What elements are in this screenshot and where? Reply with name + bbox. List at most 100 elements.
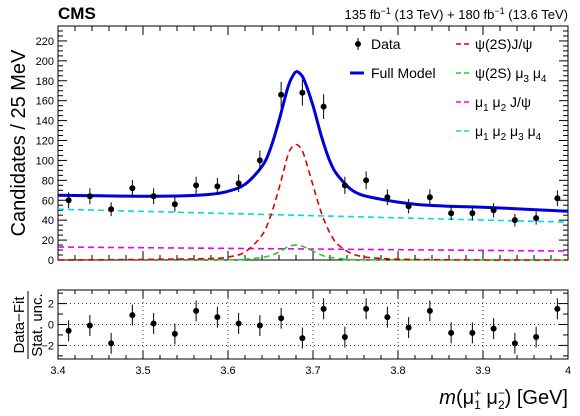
data-marker [384,194,391,201]
data-marker [214,183,221,190]
y-tick-label: 200 [36,56,54,68]
pull-point [278,307,285,329]
pull-marker [150,320,157,327]
pull-marker [214,314,221,321]
pull-marker [448,329,455,336]
x-tick-label: 3.6 [220,365,235,377]
pull-axis-ticks: −2 0 2 3.4 3.5 3.6 3.7 3.8 3.9 4 [41,290,571,377]
main-axis-ticks: 0 20 40 60 80 100 120 140 160 180 200 220 [36,26,569,267]
legend-label-psi-jpsi: ψ(2S)J/ψ [475,36,532,52]
pull-point [108,332,115,354]
data-marker [193,182,200,189]
main-plot-frame [57,25,569,261]
y-tick-label: 100 [36,155,54,167]
y-tick-label: 220 [36,36,54,48]
data-point [320,94,327,120]
pull-point [86,315,93,336]
data-point [384,189,391,206]
legend: Data Full Model ψ(2S)J/ψ ψ(2S) μ3 μ4 μ1 … [350,36,547,143]
data-point [469,206,476,221]
data-point [363,171,370,190]
pull-point [341,326,348,348]
legend-label-data: Data [371,36,401,52]
data-marker [299,89,306,96]
pull-marker [299,335,306,342]
data-point [65,192,72,209]
legend-entry-full-model: Full Model [350,65,436,81]
pull-marker [426,307,433,314]
pull-marker [554,305,561,312]
data-marker [533,215,540,222]
pull-point [299,327,306,349]
data-marker [256,157,263,164]
pull-point [171,323,178,345]
experiment-label: CMS [58,4,96,23]
legend-marker-data [355,41,361,47]
pull-y-axis-title: Data−Fit Stat. unc. [11,291,46,359]
pull-grid [58,290,568,359]
legend-label-psi-mumu: ψ(2S) μ3 μ4 [475,65,547,85]
data-point [129,179,136,197]
pull-point [214,306,221,328]
data-point [278,81,285,108]
legend-entry-psi-jpsi: ψ(2S)J/ψ [456,36,532,52]
pull-marker [533,334,540,341]
data-point [299,79,306,106]
curve--1-2-j- [57,246,569,252]
legend-entry-psi-mumu: ψ(2S) μ3 μ4 [456,65,547,85]
pull-marker [129,312,136,319]
data-marker [554,195,561,202]
pull-point [129,304,136,326]
pull-point [426,300,433,322]
model-curves [57,70,569,261]
pull-marker [405,324,412,331]
curve--2s-j- [57,143,569,261]
x-tick-label: 3.4 [50,365,65,377]
y-tick-label: 20 [42,235,54,247]
pull-point [469,322,476,344]
luminosity-label: 135 fb−1 (13 TeV) + 180 fb−1 (13.6 TeV) [344,6,568,22]
y-tick-label: 0 [48,255,54,267]
data-point [108,202,115,217]
data-marker [108,206,115,213]
legend-entry-mumu-jpsi: μ1 μ2 J/ψ [456,94,531,114]
x-tick-label: 3.8 [390,365,405,377]
curve--2s-3-4 [57,244,569,261]
x-tick-label: 3.5 [135,365,150,377]
main-plot-panel: 0 20 40 60 80 100 120 140 160 180 200 220 [36,25,569,267]
pull-y-title-top: Data−Fit [11,296,28,354]
data-marker [150,193,157,200]
y-tick-label: 160 [36,96,54,108]
pull-point [405,317,412,339]
pull-y-title-bottom: Stat. unc. [29,293,46,356]
data-point [533,211,540,225]
pull-point [511,332,518,354]
pull-point [320,298,327,320]
data-point [193,176,200,194]
pull-point [193,300,200,322]
data-marker [65,197,72,204]
data-marker [129,185,136,192]
y-tick-label: 140 [36,116,54,128]
data-marker [426,194,433,201]
legend-label-mumu-jpsi: μ1 μ2 J/ψ [475,94,531,114]
data-marker [86,193,93,200]
data-point [235,174,242,193]
data-point [256,150,263,171]
pull-marker [235,320,242,327]
pull-marker [320,305,327,312]
data-marker [448,210,455,217]
pull-marker [384,314,391,321]
y-tick-label: 60 [42,195,54,207]
pull-marker [108,340,115,347]
y-tick-label: 120 [36,136,54,148]
x-axis-title: m(μ+ 1 μ− 2) [GeV] [439,386,568,412]
pull-point [65,320,72,342]
pull-point [533,326,540,348]
y-axis-title: Candidates / 25 MeV [8,49,30,236]
pull-marker [65,327,72,334]
data-point [490,203,497,218]
pull-points [65,298,561,354]
y-tick-label: 80 [42,175,54,187]
